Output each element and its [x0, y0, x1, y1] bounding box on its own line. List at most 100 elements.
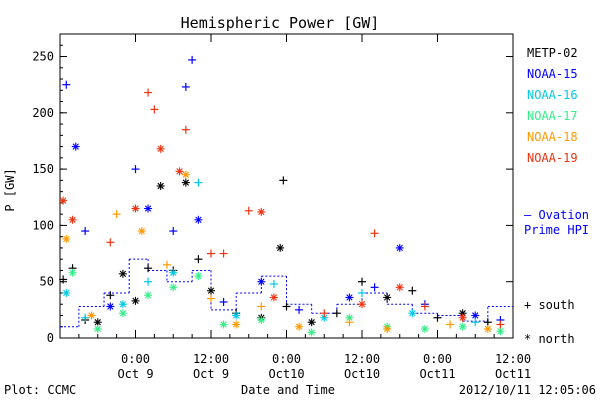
data-point [169, 283, 178, 292]
x-tick-label-time: 12:00 [344, 352, 380, 366]
data-point [332, 309, 341, 318]
data-point [59, 196, 68, 205]
x-tick-label-date: Oct11 [419, 367, 455, 381]
plot-timestamp: 2012/10/11 12:05:06 [459, 383, 596, 397]
data-point [345, 318, 354, 327]
data-point [420, 324, 429, 333]
y-tick-label: 100 [32, 218, 54, 232]
north-marker [459, 323, 466, 330]
legend-entry-noaa-15: NOAA-15 [527, 67, 578, 81]
north-marker [270, 294, 278, 301]
data-point [408, 309, 417, 318]
data-point [420, 302, 429, 311]
data-point [71, 142, 80, 151]
x-tick-label-date: Oct10 [268, 367, 304, 381]
legend-entry-noaa-16: NOAA-16 [527, 88, 578, 102]
data-point [144, 88, 153, 97]
data-point [345, 293, 354, 302]
series-noaa-15 [62, 55, 505, 324]
north-marker [59, 197, 67, 204]
data-point [175, 167, 184, 176]
north-marker [383, 294, 391, 301]
data-point [59, 275, 68, 284]
data-point [320, 309, 329, 318]
data-point [156, 144, 165, 153]
data-point [106, 238, 115, 247]
data-point [219, 249, 228, 258]
north-marker [176, 168, 183, 175]
north-marker [346, 314, 353, 321]
ovation-legend-line1: — Ovation [524, 208, 589, 222]
data-point [257, 277, 266, 286]
data-point [358, 288, 366, 297]
data-point [232, 320, 241, 329]
data-point [144, 291, 153, 300]
north-marker [258, 208, 265, 216]
north-marker [195, 272, 202, 280]
data-point [118, 309, 127, 318]
data-point [207, 286, 215, 295]
data-point [131, 165, 140, 174]
north-marker [207, 287, 215, 294]
data-point [458, 322, 467, 331]
data-point [144, 264, 153, 273]
data-point [144, 204, 153, 213]
north-marker [138, 227, 145, 235]
data-point [446, 320, 455, 329]
chart-title: Hemispheric Power [GW] [181, 14, 380, 32]
north-marker [232, 321, 240, 328]
data-point [232, 311, 241, 320]
x-tick-label-time: 12:00 [193, 352, 229, 366]
data-point [181, 82, 190, 91]
north-marker [220, 321, 227, 328]
data-points [59, 55, 505, 337]
data-point [81, 313, 90, 322]
data-point [257, 207, 266, 216]
data-point [156, 182, 165, 190]
data-point [244, 206, 253, 215]
data-point [207, 294, 215, 303]
data-point [131, 296, 140, 305]
north-marker [157, 182, 164, 190]
y-tick-label: 150 [32, 162, 54, 176]
data-point [370, 283, 379, 292]
north-marker [195, 216, 202, 223]
x-tick-label-time: 0:00 [423, 352, 452, 366]
x-tick-label-date: Oct 9 [117, 367, 153, 381]
x-tick-label-date: Oct11 [495, 367, 531, 381]
data-point [144, 277, 153, 286]
north-marker [88, 312, 95, 319]
marker-legend-south: + south [524, 298, 575, 312]
legend-entry-metp-02: METP-02 [527, 46, 578, 60]
north-marker [182, 171, 190, 178]
data-point [269, 279, 278, 288]
data-point [68, 215, 77, 224]
north-marker [258, 278, 265, 285]
data-point [181, 125, 190, 134]
north-marker [321, 314, 328, 321]
data-point [207, 249, 215, 258]
data-point [383, 293, 392, 302]
data-point [257, 315, 266, 324]
north-marker [119, 270, 127, 278]
north-marker [258, 316, 265, 324]
data-point [358, 300, 366, 309]
data-point [194, 255, 203, 264]
data-point [458, 313, 467, 322]
series-noaa-16 [62, 178, 480, 327]
x-axis-label: Date and Time [241, 383, 335, 397]
data-point [471, 311, 480, 320]
north-marker [396, 284, 403, 291]
data-point [181, 178, 190, 187]
north-marker [421, 325, 429, 333]
y-tick-label: 0 [47, 331, 54, 345]
north-marker [94, 319, 101, 326]
north-marker [63, 289, 70, 297]
y-tick-label: 200 [32, 106, 54, 120]
north-marker [484, 325, 492, 333]
data-point [383, 324, 392, 333]
data-point [279, 176, 288, 185]
data-point [137, 227, 146, 236]
